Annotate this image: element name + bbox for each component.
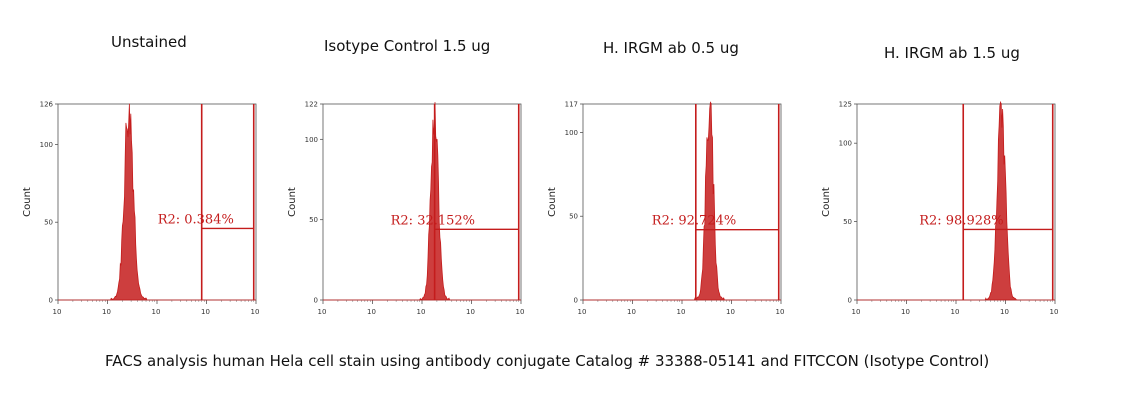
plot-frame [582,103,782,301]
y-axis-label: Count [287,187,298,217]
histogram-chart-irgm-0-5: 0 50 100 117 10 10 10 10 10 Count R2: 92.724% [547,101,785,317]
y-axis-label: Count [547,187,558,217]
y-tick-label: 0 [848,297,852,305]
gate-label: R2: 92.724% [652,214,736,229]
panel-title-isotype-control: Isotype Control 1.5 ug [324,37,491,55]
y-axis-label: Count [22,187,33,217]
y-tick-label: 0 [49,297,53,305]
gate-label: R2: 0.384% [158,212,234,227]
x-tick-label: 10 [417,308,426,316]
y-tick-label: 50 [309,216,318,224]
y-tick-label: 50 [569,213,578,221]
x-tick-label: 10 [516,308,525,316]
y-tick-label: 125 [839,101,852,109]
x-tick-label: 10 [1000,308,1009,316]
plot-frame [57,103,257,301]
histogram-area [583,101,781,301]
x-tick-label: 10 [627,308,636,316]
y-tick-label: 0 [314,297,318,305]
x-tick-label: 10 [466,308,475,316]
histogram-area [857,100,1055,301]
x-tick-label: 10 [102,308,111,316]
y-tick-label: 100 [565,129,578,137]
plot-frame [856,103,1056,301]
x-tick-label: 10 [318,308,327,316]
y-tick-label: 50 [843,218,852,226]
panel-title-unstained: Unstained [111,33,187,51]
panel-title-irgm-0-5: H. IRGM ab 0.5 ug [603,39,739,57]
x-tick-label: 10 [251,308,260,316]
x-tick-label: 10 [367,308,376,316]
y-tick-label: 100 [839,140,852,148]
x-tick-label: 10 [852,308,861,316]
y-tick-label: 0 [574,297,578,305]
y-tick-label: 122 [305,101,318,109]
y-axis-label: Count [821,187,832,217]
x-tick-label: 10 [53,308,62,316]
y-tick-label: 126 [40,101,54,109]
y-tick-label: 50 [44,219,53,227]
histogram-area [58,103,256,301]
x-tick-label: 10 [201,308,210,316]
gate-label: R2: 98.928% [919,213,1003,228]
x-tick-label: 10 [677,308,686,316]
y-tick-label: 117 [565,101,578,109]
y-tick-label: 100 [305,136,318,144]
figure-caption: FACS analysis human Hela cell stain usin… [105,352,990,370]
x-tick-label: 10 [1050,308,1059,316]
x-tick-label: 10 [951,308,960,316]
histogram-chart-unstained: 0 50 100 126 10 10 10 10 10 Count R2: 0.384% [22,101,260,317]
plot-frame [322,103,522,301]
y-tick-label: 100 [40,141,53,149]
x-tick-label: 10 [578,308,587,316]
x-tick-label: 10 [726,308,735,316]
panel-title-irgm-1-5: H. IRGM ab 1.5 ug [884,44,1020,62]
x-tick-label: 10 [901,308,910,316]
histogram-area [323,102,521,301]
x-tick-label: 10 [152,308,161,316]
gate-label: R2: 32.152% [391,213,475,228]
histogram-chart-isotype-control: 0 50 100 122 10 10 10 10 10 Count R2: 32.152% [287,101,525,317]
x-tick-label: 10 [776,308,785,316]
histogram-chart-irgm-1-5: 0 50 100 125 10 10 10 10 10 Count R2: 98.928% [821,100,1059,317]
